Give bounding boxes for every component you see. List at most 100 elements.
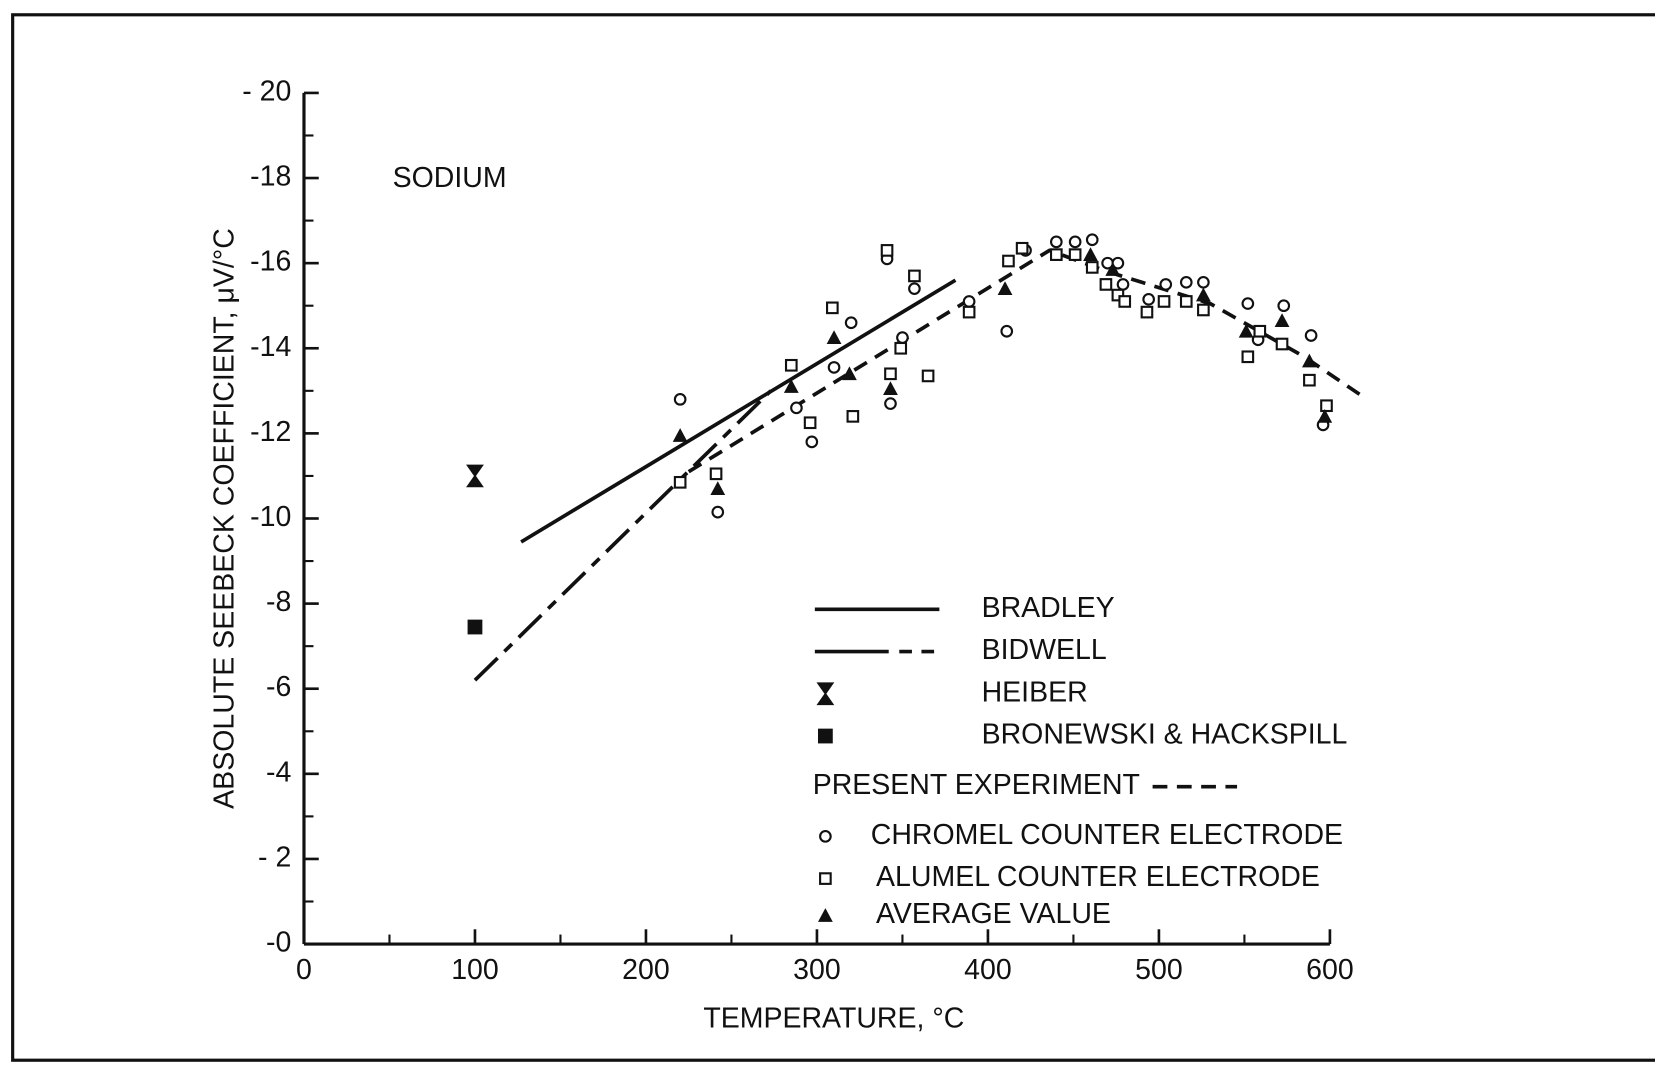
y-axis-label: ABSOLUTE SEEBECK COEFFICIENT, μV/°C (208, 228, 240, 809)
data-point (1000, 324, 1014, 338)
data-point (1179, 275, 1193, 289)
legend-label: BRONEWSKI & HACKSPILL (982, 719, 1348, 751)
data-point (1085, 233, 1099, 247)
data-point (672, 428, 688, 442)
data-point (673, 475, 687, 489)
data-point (1241, 297, 1255, 310)
x-tick-label: 400 (964, 954, 1012, 986)
y-tick-label: -10 (250, 501, 291, 533)
x-axis-label: TEMPERATURE, °C (703, 1003, 964, 1035)
data-point (1320, 399, 1333, 413)
data-point (673, 392, 687, 406)
x-tick-label: 200 (622, 954, 670, 986)
data-point (467, 619, 483, 635)
data-point (908, 269, 921, 283)
y-tick-label: -8 (266, 586, 291, 618)
data-point (962, 295, 976, 308)
legend-marker (819, 830, 832, 843)
data-point (1099, 278, 1113, 291)
data-point (1197, 275, 1210, 289)
x-tick-label: 600 (1306, 954, 1354, 986)
data-point (842, 366, 857, 381)
data-point (784, 358, 798, 372)
data-point (1253, 324, 1267, 338)
y-tick-label: - 20 (242, 75, 291, 107)
data-point (709, 467, 723, 481)
data-point (783, 379, 799, 393)
legend-label: PRESENT EXPERIMENT (813, 769, 1140, 801)
data-point (883, 381, 898, 396)
data-point (1157, 295, 1171, 308)
data-point (803, 416, 817, 430)
legend-label: ALUMEL COUNTER ELECTRODE (876, 861, 1320, 893)
annotation: SODIUM (393, 162, 507, 194)
legend-label: AVERAGE VALUE (876, 898, 1111, 930)
x-tick-label: 0 (296, 954, 312, 986)
data-point (1068, 235, 1082, 249)
data-point (1015, 241, 1029, 255)
x-tick-label: 500 (1135, 954, 1183, 986)
data-point (1238, 323, 1254, 338)
data-point (997, 281, 1013, 296)
y-tick-label: -16 (250, 246, 291, 278)
data-point (711, 505, 725, 519)
x-tick-label: 100 (451, 954, 499, 986)
data-point (1140, 305, 1154, 319)
x-tick-label: 300 (793, 954, 841, 986)
y-tick-label: -12 (250, 416, 291, 448)
y-tick-label: -18 (250, 161, 291, 193)
data-point (1105, 262, 1121, 276)
data-point (1116, 278, 1130, 291)
frame (11, 13, 1655, 1062)
data-point (827, 361, 841, 374)
data-point (1118, 295, 1132, 308)
data-point (1159, 278, 1173, 291)
legend-label: BIDWELL (982, 634, 1107, 666)
data-point (1197, 303, 1210, 317)
data-point (1085, 261, 1099, 274)
data-point (1111, 288, 1125, 302)
data-point (1277, 299, 1291, 313)
y-tick-label: -6 (266, 671, 291, 703)
data-point (1302, 353, 1317, 368)
data-point (1275, 337, 1289, 351)
data-point (1002, 254, 1015, 268)
data-point (826, 330, 842, 344)
data-point (884, 367, 897, 381)
legend-marker (816, 682, 835, 706)
data-point (908, 282, 921, 296)
legend-label: CHROMEL COUNTER ELECTRODE (871, 819, 1343, 851)
data-point (710, 481, 726, 496)
data-point (1317, 408, 1333, 423)
data-point (846, 410, 860, 423)
data-point (1274, 313, 1290, 327)
data-point (1068, 248, 1082, 261)
data-point (826, 301, 839, 315)
data-point (1049, 235, 1063, 249)
data-point (921, 369, 935, 383)
data-point (1241, 350, 1255, 364)
data-point (1195, 287, 1211, 302)
data-point (962, 305, 976, 319)
data-point (1049, 248, 1063, 261)
series-line (520, 278, 957, 544)
data-point (1304, 329, 1318, 342)
data-point (1142, 292, 1155, 306)
data-point (884, 397, 897, 410)
legend-marker (819, 872, 832, 885)
legend-label: HEIBER (982, 676, 1088, 708)
data-point (896, 331, 909, 344)
legend-marker (818, 728, 833, 744)
data-point (1303, 373, 1316, 387)
data-point (790, 401, 803, 415)
y-tick-label: -14 (250, 331, 291, 363)
y-tick-label: -4 (266, 756, 291, 788)
data-point (844, 316, 858, 330)
data-point (466, 464, 484, 488)
data-point (880, 244, 894, 257)
data-point (1179, 295, 1193, 308)
y-tick-label: -0 (266, 927, 291, 959)
data-point (1083, 247, 1098, 261)
